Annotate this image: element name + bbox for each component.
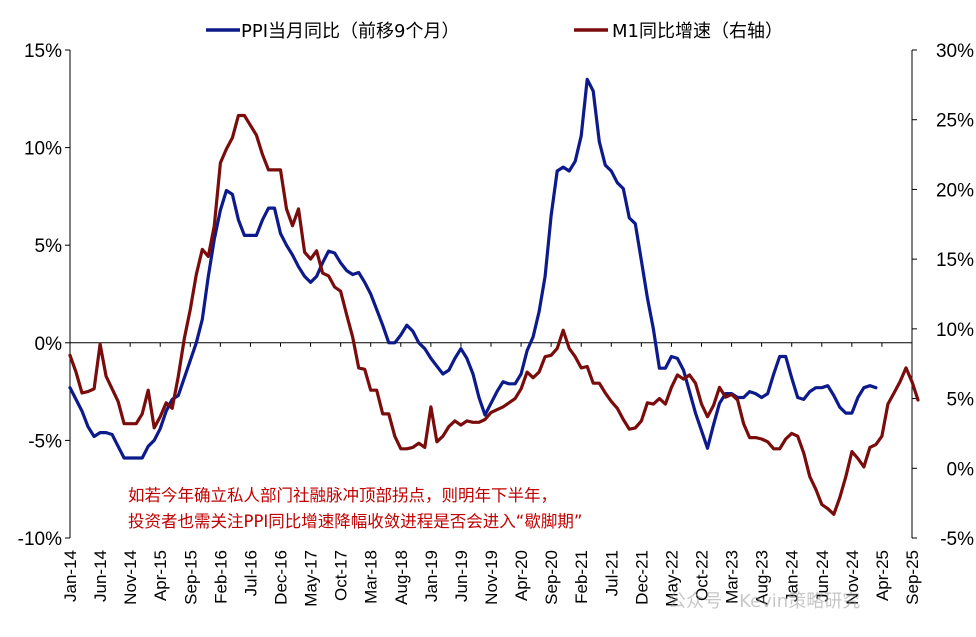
- right-tick-label: 10%: [936, 320, 974, 341]
- right-tick-label: 30%: [936, 41, 974, 62]
- x-tick-label: Dec-16: [272, 550, 291, 605]
- legend-label-ppi: PPI当月同比（前移9个月）: [241, 21, 459, 42]
- x-tick-label: Nov-24: [843, 550, 862, 605]
- right-tick-label: 15%: [936, 250, 974, 271]
- x-tick-label: Oct-22: [693, 550, 712, 601]
- x-tick-label: Nov-14: [121, 550, 140, 605]
- left-tick-label: 5%: [35, 236, 63, 257]
- annotation: 如若今年确立私人部门社融脉冲顶部拐点，则明年下半年， 投资者也需关注PPI同比增…: [128, 486, 582, 531]
- x-tick-label: Jun-14: [91, 550, 110, 602]
- right-tick-label: 20%: [936, 180, 974, 201]
- left-tick-label: -10%: [18, 529, 62, 550]
- x-tick-label: Aug-18: [392, 550, 411, 605]
- legend: PPI当月同比（前移9个月） M1同比增速（右轴）: [206, 21, 783, 42]
- x-tick-label: Jan-24: [783, 550, 802, 602]
- x-tick-label: Sep-15: [181, 550, 200, 605]
- left-y-axis: 15% 10% 5% 0% -5% -10%: [18, 41, 70, 550]
- left-tick-label: 15%: [24, 41, 62, 62]
- x-tick-label: Mar-23: [723, 550, 742, 604]
- x-tick-label: May-22: [662, 550, 681, 607]
- x-tick-label: Mar-18: [362, 550, 381, 604]
- x-tick-label: Jul-21: [602, 550, 621, 596]
- annotation-line-1: 如若今年确立私人部门社融脉冲顶部拐点，则明年下半年，: [128, 486, 557, 505]
- left-tick-label: 0%: [35, 334, 63, 355]
- x-tick-label: Nov-19: [482, 550, 501, 605]
- legend-label-m1: M1同比增速（右轴）: [612, 21, 783, 42]
- ppi-series-line: [68, 77, 878, 460]
- left-tick-label: 10%: [24, 139, 62, 160]
- right-tick-label: 25%: [936, 111, 974, 132]
- x-tick-label: May-17: [302, 550, 321, 607]
- x-tick-label: Sep-25: [903, 550, 922, 605]
- left-tick-label: -5%: [28, 431, 62, 452]
- watermark: 公众号 · Kevin策略研究: [668, 591, 860, 612]
- x-tick-label: Apr-15: [151, 550, 170, 601]
- right-tick-label: 5%: [947, 390, 975, 411]
- x-tick-label: Jan-19: [422, 550, 441, 602]
- x-tick-label: Jan-14: [61, 550, 80, 602]
- x-tick-label: Feb-21: [572, 550, 591, 604]
- x-axis: Jan-14 Jun-14 Nov-14 Apr-15 Sep-15 Feb-16 Jul-…: [61, 342, 922, 607]
- x-tick-label: Apr-20: [512, 550, 531, 601]
- right-tick-label: -5%: [940, 529, 974, 550]
- x-tick-label: Feb-16: [211, 550, 230, 604]
- annotation-line-2: 投资者也需关注PPI同比增速降幅收敛进程是否会进入“歇脚期”: [128, 512, 582, 531]
- x-tick-label: Dec-21: [632, 550, 651, 605]
- right-y-axis: 30% 25% 20% 15% 10% 5% 0% -5%: [912, 41, 974, 550]
- series-group: [68, 77, 920, 516]
- m1-series-line: [68, 113, 920, 516]
- x-tick-label: Aug-23: [753, 550, 772, 605]
- x-tick-label: Jun-24: [813, 550, 832, 602]
- x-tick-label: Sep-20: [542, 550, 561, 605]
- x-tick-label: Jun-19: [452, 550, 471, 602]
- x-tick-label: Apr-25: [873, 550, 892, 601]
- x-tick-label: Jul-16: [241, 550, 260, 596]
- right-tick-label: 0%: [947, 459, 975, 480]
- x-tick-label: Oct-17: [332, 550, 351, 601]
